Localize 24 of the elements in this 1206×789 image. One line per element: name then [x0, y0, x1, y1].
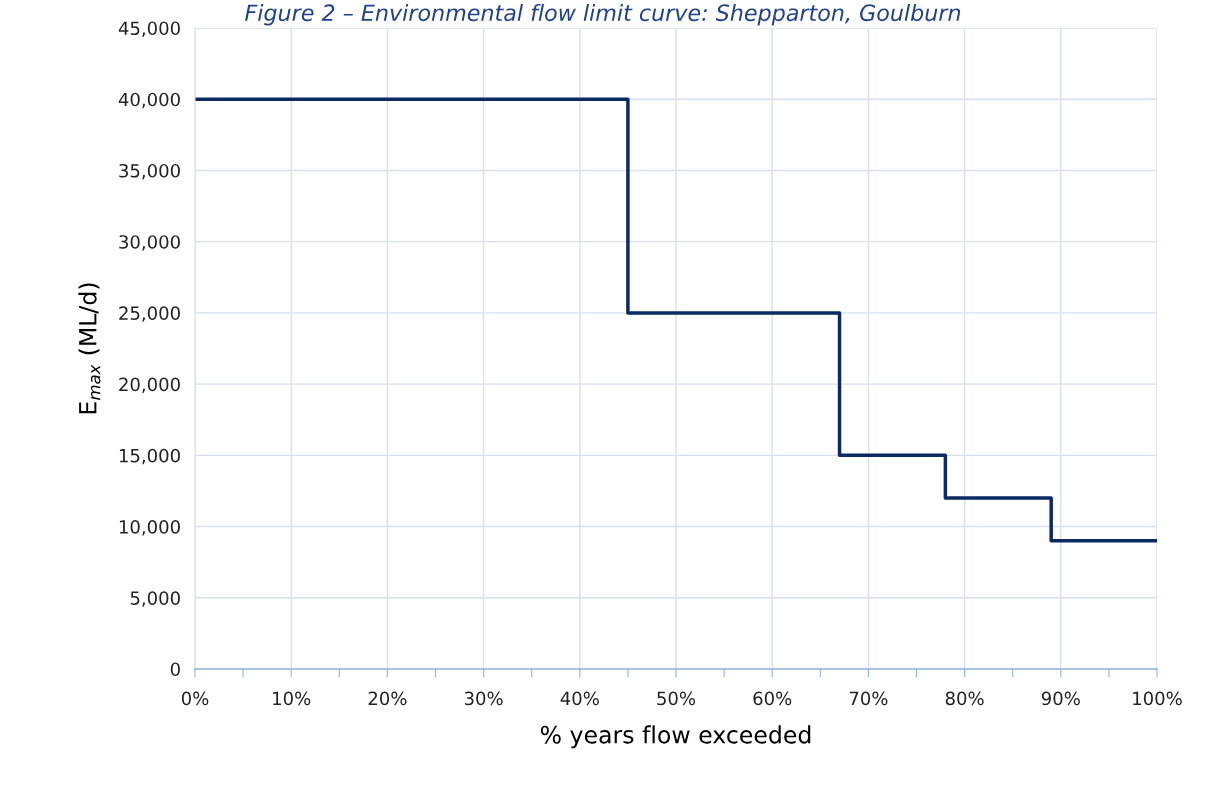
- x-tick-label: 70%: [849, 691, 888, 706]
- x-tick-label: 80%: [945, 691, 984, 706]
- x-tick-label: 90%: [1041, 691, 1080, 706]
- x-tick-label: 30%: [464, 691, 503, 706]
- chart-title: Figure 2 – Environmental flow limit curve: Shepparton, Goulburn: [245, 3, 961, 26]
- x-tick-label: 40%: [560, 691, 599, 706]
- y-tick-label: 0: [170, 662, 180, 677]
- y-axis-title: E$_{max}$ (ML/d): [78, 283, 101, 414]
- y-tick-label: 10,000: [119, 520, 180, 536]
- x-tick-label: 20%: [368, 691, 407, 706]
- y-tick-label: 5,000: [130, 591, 180, 607]
- y-tick-label: 45,000: [118, 21, 180, 37]
- x-tick-label: 0%: [181, 691, 209, 706]
- y-tick-label: 25,000: [119, 306, 180, 322]
- x-tick-label: 10%: [273, 691, 311, 706]
- y-tick-label: 30,000: [119, 235, 180, 251]
- y-tick-label: 20,000: [119, 377, 180, 394]
- x-axis-title: % years flow exceeded: [540, 725, 811, 749]
- x-tick-label: 100%: [1133, 691, 1182, 706]
- y-tick-label: 35,000: [119, 163, 180, 180]
- x-tick-label: 50%: [657, 691, 696, 706]
- x-tick-label: 60%: [753, 691, 792, 706]
- y-tick-label: 40,000: [118, 92, 180, 109]
- y-tick-label: 15,000: [119, 448, 180, 465]
